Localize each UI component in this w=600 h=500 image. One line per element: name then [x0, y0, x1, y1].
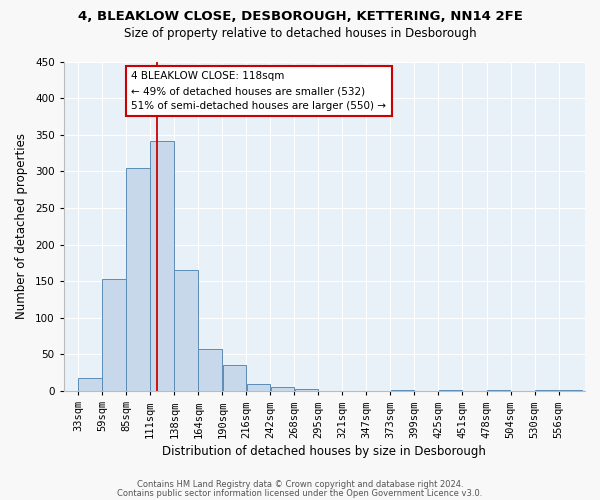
Bar [79, 378, 102, 391]
Bar [439, 390, 462, 391]
Bar [175, 270, 198, 391]
Bar [487, 390, 510, 391]
Bar [391, 390, 414, 391]
Text: Contains HM Land Registry data © Crown copyright and database right 2024.: Contains HM Land Registry data © Crown c… [137, 480, 463, 489]
Bar [127, 168, 150, 391]
Text: Contains public sector information licensed under the Open Government Licence v3: Contains public sector information licen… [118, 489, 482, 498]
Text: 4, BLEAKLOW CLOSE, DESBOROUGH, KETTERING, NN14 2FE: 4, BLEAKLOW CLOSE, DESBOROUGH, KETTERING… [77, 10, 523, 23]
Bar [247, 384, 270, 391]
X-axis label: Distribution of detached houses by size in Desborough: Distribution of detached houses by size … [163, 444, 486, 458]
Bar [559, 390, 583, 391]
Bar [271, 388, 294, 391]
Bar [151, 140, 174, 391]
Y-axis label: Number of detached properties: Number of detached properties [15, 134, 28, 320]
Bar [295, 389, 318, 391]
Bar [535, 390, 559, 391]
Text: 4 BLEAKLOW CLOSE: 118sqm
← 49% of detached houses are smaller (532)
51% of semi-: 4 BLEAKLOW CLOSE: 118sqm ← 49% of detach… [131, 72, 386, 111]
Bar [103, 279, 126, 391]
Bar [199, 350, 222, 391]
Text: Size of property relative to detached houses in Desborough: Size of property relative to detached ho… [124, 28, 476, 40]
Bar [223, 366, 246, 391]
